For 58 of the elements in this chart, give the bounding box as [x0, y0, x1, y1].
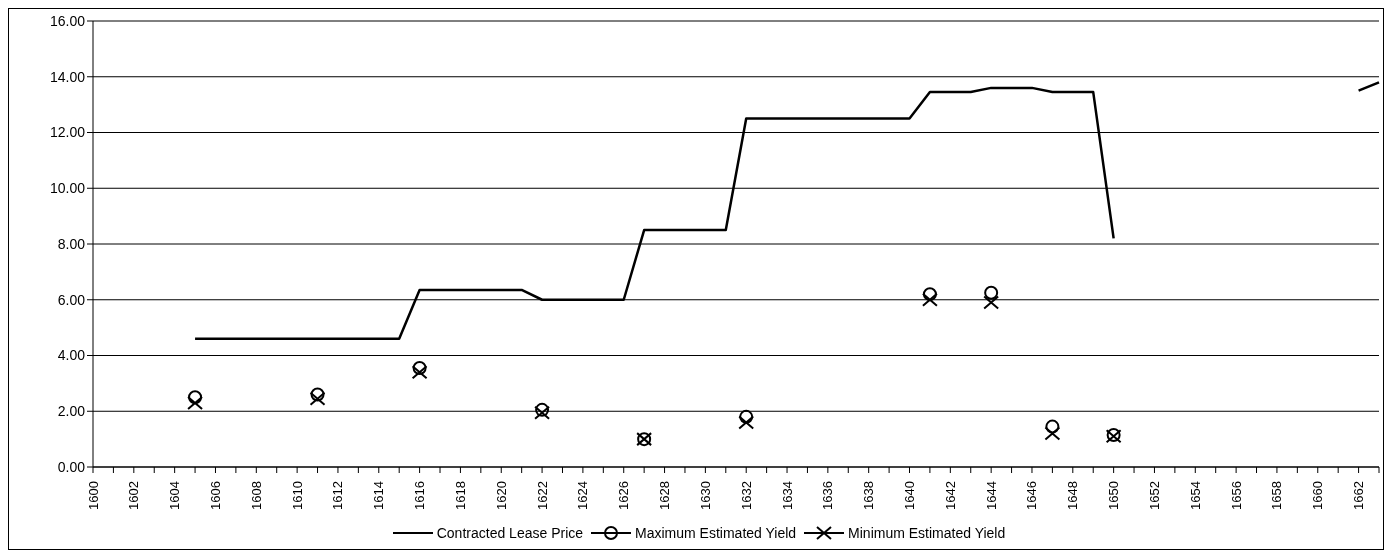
- x-tick-label: 1656: [1228, 481, 1244, 510]
- x-tick-label: 1642: [942, 481, 958, 510]
- x-tick-label: 1614: [371, 481, 387, 510]
- x-tick-label: 1650: [1106, 481, 1122, 510]
- x-tick-label: 1604: [167, 481, 183, 510]
- x-tick-label: 1634: [779, 481, 795, 510]
- point: [187, 395, 204, 410]
- point: [309, 391, 326, 406]
- legend-label: Maximum Estimated Yield: [635, 525, 797, 541]
- x-tick-label: 1612: [330, 481, 346, 510]
- y-tick-label: 12.00: [49, 124, 86, 141]
- point: [984, 285, 999, 300]
- point: [1044, 426, 1061, 441]
- x-tick-label: 1654: [1187, 481, 1203, 510]
- x-tick-label: 1616: [412, 481, 428, 510]
- x-tick-label: 1646: [1024, 481, 1040, 510]
- x-tick-label: 1602: [126, 481, 142, 510]
- y-tick-label: 0.00: [57, 458, 86, 475]
- point: [921, 292, 938, 307]
- x-tick-label: 1618: [452, 481, 468, 510]
- x-tick-label: 1606: [207, 481, 223, 510]
- y-tick-label: 4.00: [57, 347, 86, 364]
- x-tick-label: 1658: [1269, 481, 1285, 510]
- x-tick-label: 1636: [820, 481, 836, 510]
- point: [922, 287, 937, 302]
- x-tick-label: 1622: [534, 481, 550, 510]
- x-tick-label: 1640: [902, 481, 918, 510]
- y-tick-label: 16.00: [49, 12, 86, 29]
- point: [983, 295, 1000, 310]
- y-tick-label: 2.00: [57, 403, 86, 420]
- y-tick-label: 6.00: [57, 291, 86, 308]
- x-tick-label: 1648: [1065, 481, 1081, 510]
- point: [188, 390, 203, 405]
- x-tick-label: 1652: [1146, 481, 1162, 510]
- y-tick-label: 8.00: [57, 235, 86, 252]
- x-tick-label: 1608: [248, 481, 264, 510]
- x-tick-label: 1632: [738, 481, 754, 510]
- x-tick-label: 1630: [697, 481, 713, 510]
- point: [412, 361, 427, 376]
- x-tick-label: 1600: [85, 481, 101, 510]
- x-tick-label: 1628: [657, 481, 673, 510]
- point: [738, 415, 755, 430]
- point: [739, 409, 754, 424]
- x-tick-label: 1660: [1310, 481, 1326, 510]
- point: [1045, 419, 1060, 434]
- x-tick-label: 1610: [289, 481, 305, 510]
- point: [310, 387, 325, 402]
- x-tick-label: 1662: [1351, 481, 1367, 510]
- legend-label: Contracted Lease Price: [436, 525, 584, 541]
- x-tick-label: 1638: [861, 481, 877, 510]
- x-tick-label: 1624: [575, 481, 591, 510]
- point: [411, 365, 428, 380]
- y-tick-label: 14.00: [49, 68, 86, 85]
- x-tick-label: 1626: [616, 481, 632, 510]
- x-tick-label: 1644: [983, 481, 999, 510]
- x-tick-label: 1620: [493, 481, 509, 510]
- y-tick-label: 10.00: [49, 180, 86, 197]
- legend-label: Minimum Estimated Yield: [848, 525, 1006, 541]
